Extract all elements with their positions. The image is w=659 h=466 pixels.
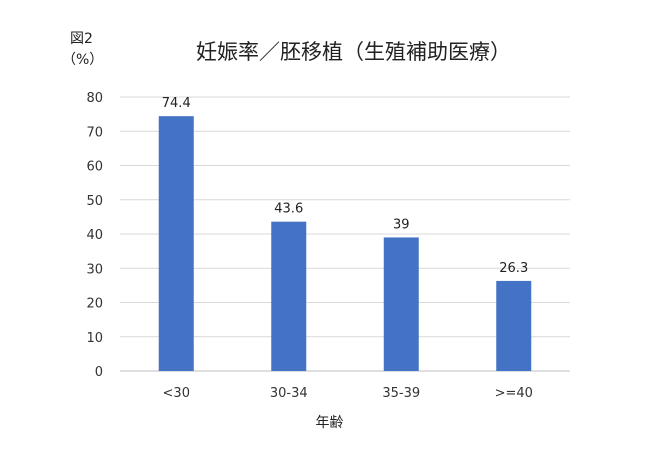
y-tick-label: 80	[86, 91, 103, 106]
x-tick-labels: <30 30-34 35-39 >=40	[163, 386, 533, 401]
data-label: 74.4	[162, 96, 191, 111]
y-tick-label: 50	[86, 194, 103, 209]
y-tick-labels: 0 10 20 30 40 50 60 70 80	[86, 91, 103, 380]
data-label: 26.3	[499, 261, 528, 276]
y-tick-label: 20	[86, 297, 103, 312]
y-axis-unit-label: （%）	[62, 52, 104, 68]
data-labels: 74.4 43.6 39 26.3	[162, 96, 528, 276]
bars	[158, 116, 532, 372]
bar	[383, 237, 419, 371]
x-tick-label: 30-34	[270, 386, 308, 401]
bar	[271, 221, 307, 371]
figure-label: 図2	[70, 31, 93, 47]
chart-title: 妊娠率／胚移植（生殖補助医療）	[196, 40, 511, 64]
bar	[496, 280, 532, 371]
x-tick-label: >=40	[495, 386, 533, 401]
x-axis-title: 年齢	[315, 415, 344, 431]
y-tick-label: 10	[86, 331, 103, 346]
y-tick-label: 30	[86, 262, 103, 277]
bar	[158, 116, 194, 372]
x-tick-label: <30	[163, 386, 190, 401]
x-tick-label: 35-39	[382, 386, 420, 401]
y-tick-label: 60	[86, 160, 103, 175]
y-tick-label: 0	[95, 365, 103, 380]
data-label: 39	[393, 217, 410, 232]
y-tick-label: 70	[86, 125, 103, 140]
gridlines	[120, 96, 570, 372]
data-label: 43.6	[274, 202, 303, 217]
y-tick-label: 40	[86, 228, 103, 243]
